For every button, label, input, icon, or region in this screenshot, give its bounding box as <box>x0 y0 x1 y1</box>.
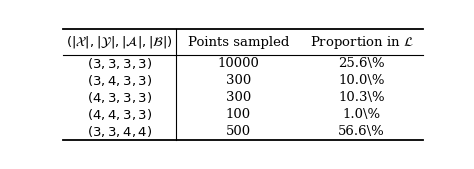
Text: Proportion in $\mathcal{L}$: Proportion in $\mathcal{L}$ <box>310 34 414 51</box>
Text: $(4,3,3,3)$: $(4,3,3,3)$ <box>87 90 152 105</box>
Text: 1.0\%: 1.0\% <box>343 108 381 121</box>
Text: $(4,4,3,3)$: $(4,4,3,3)$ <box>87 107 152 122</box>
Text: $(|\mathcal{X}|,|\mathcal{Y}|,|\mathcal{A}|,|\mathcal{B}|)$: $(|\mathcal{X}|,|\mathcal{Y}|,|\mathcal{… <box>66 34 173 50</box>
Text: $(3,3,3,3)$: $(3,3,3,3)$ <box>87 56 152 71</box>
Text: 25.6\%: 25.6\% <box>338 57 385 70</box>
Text: Points sampled: Points sampled <box>188 36 289 49</box>
Text: 10.0\%: 10.0\% <box>338 74 385 87</box>
Text: 300: 300 <box>226 91 251 104</box>
Text: 10.3\%: 10.3\% <box>338 91 385 104</box>
Text: 300: 300 <box>226 74 251 87</box>
Text: 10000: 10000 <box>218 57 259 70</box>
Text: $(3,4,3,3)$: $(3,4,3,3)$ <box>87 73 152 88</box>
Text: 100: 100 <box>226 108 251 121</box>
Text: 500: 500 <box>226 125 251 138</box>
Text: $(3,3,4,4)$: $(3,3,4,4)$ <box>87 124 152 139</box>
Text: 56.6\%: 56.6\% <box>338 125 385 138</box>
